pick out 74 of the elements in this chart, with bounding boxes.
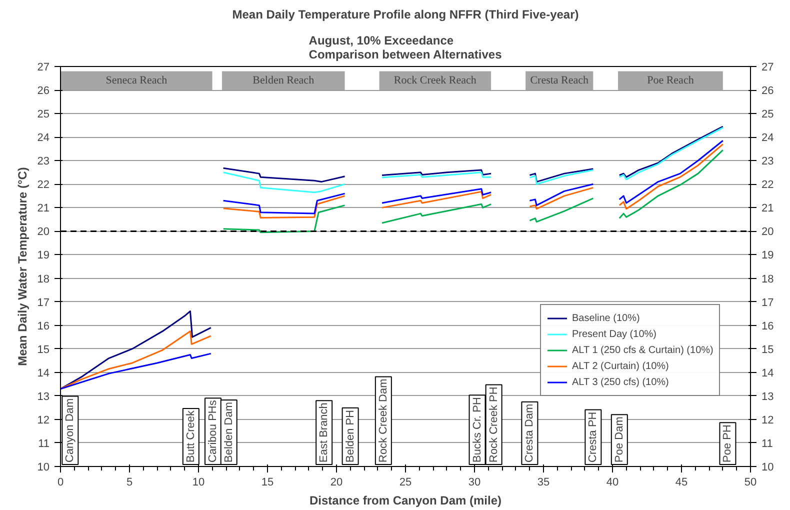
y2-tick-label: 15 — [762, 344, 774, 356]
annotation: Bucks Cr. PH — [471, 397, 484, 462]
annotation: Rock Creek Dam — [377, 378, 390, 462]
y2-tick-label: 27 — [762, 62, 774, 74]
y-tick-label: 15 — [37, 344, 50, 356]
y-tick-label: 23 — [37, 156, 50, 168]
y-tick-label: 10 — [37, 462, 50, 474]
x-tick-label: 5 — [126, 476, 133, 488]
y-tick-label: 26 — [37, 85, 50, 98]
y-tick-label: 24 — [37, 132, 50, 144]
x-tick-label: 25 — [399, 476, 412, 488]
y-tick-label: 12 — [37, 414, 50, 426]
x-tick-label: 10 — [192, 476, 205, 488]
annotation: Cresta Dam — [524, 404, 536, 462]
y2-tick-label: 22 — [762, 179, 774, 192]
y2-tick-label: 10 — [762, 462, 774, 474]
y2-tick-label: 21 — [762, 202, 774, 215]
annotation: Belden Dam — [222, 402, 235, 462]
y-tick-label: 13 — [37, 390, 50, 403]
y-tick-label: 14 — [37, 367, 50, 380]
annotation: Butt Creek — [184, 410, 197, 462]
annotation: Caribou PHs — [206, 400, 219, 462]
annotation: Canyon Dam — [64, 398, 76, 462]
x-tick-label: 35 — [537, 476, 550, 488]
y-tick-label: 22 — [37, 179, 50, 192]
x-axis-title: Distance from Canyon Dam (mile) — [309, 494, 502, 508]
y2-tick-label: 20 — [762, 226, 774, 238]
y-tick-label: 19 — [37, 250, 50, 262]
y-tick-label: 25 — [37, 108, 50, 121]
y-tick-label: 18 — [37, 273, 50, 286]
y-tick-label: 21 — [37, 202, 50, 215]
chart-title: Mean Daily Temperature Profile along NFFR (Third Five-year) — [232, 8, 579, 22]
legend-label: Baseline (10%) — [572, 312, 640, 325]
y2-tick-label: 12 — [762, 414, 774, 426]
y2-tick-label: 25 — [762, 108, 774, 121]
band-label: Seneca Reach — [106, 74, 168, 87]
annotation: Poe PH — [722, 424, 734, 462]
y2-tick-label: 14 — [762, 367, 774, 380]
annotation: Rock Creek PH — [488, 386, 500, 462]
band-label: Poe Reach — [647, 74, 694, 87]
y-tick-label: 27 — [37, 62, 50, 74]
annotation: Belden PH — [344, 410, 356, 462]
x-tick-label: 15 — [261, 476, 274, 488]
x-tick-label: 40 — [606, 476, 619, 488]
legend-label: Present Day (10%) — [572, 328, 656, 341]
y-axis-title: Mean Daily Water Temperature (°C) — [15, 167, 30, 366]
y2-tick-label: 13 — [762, 390, 774, 403]
band-label: Cresta Reach — [530, 74, 590, 87]
x-tick-label: 20 — [330, 476, 343, 488]
y-tick-label: 17 — [37, 296, 50, 309]
y2-tick-label: 17 — [762, 296, 774, 309]
y-tick-label: 16 — [37, 320, 50, 332]
x-tick-label: 50 — [744, 476, 757, 488]
chart-subtitle: August, 10% Exceedance Comparison between Alternatives — [308, 34, 502, 62]
annotation: East Branch — [318, 402, 330, 462]
y2-tick-label: 19 — [762, 250, 774, 262]
x-tick-label: 30 — [468, 476, 481, 488]
y2-tick-label: 24 — [762, 132, 774, 144]
x-tick-label: 0 — [57, 476, 64, 488]
x-tick-label: 45 — [675, 476, 688, 488]
y-tick-label: 11 — [38, 438, 50, 450]
band-label: Rock Creek Reach — [394, 74, 477, 87]
y2-tick-label: 26 — [762, 85, 774, 98]
annotation: Cresta PH — [587, 412, 600, 462]
legend-label: ALT 1 (250 cfs & Curtain) (10%) — [572, 344, 714, 357]
y2-tick-label: 11 — [762, 438, 773, 450]
annotation: Poe Dam — [613, 416, 626, 462]
legend-label: ALT 2 (Curtain) (10%) — [572, 360, 669, 373]
legend-label: ALT 3 (250 cfs) (10%) — [572, 376, 669, 389]
y2-tick-label: 18 — [762, 273, 774, 286]
y-tick-label: 20 — [37, 226, 50, 238]
band-label: Belden Reach — [252, 74, 315, 87]
y2-tick-label: 23 — [762, 156, 774, 168]
y2-tick-label: 16 — [762, 320, 774, 332]
